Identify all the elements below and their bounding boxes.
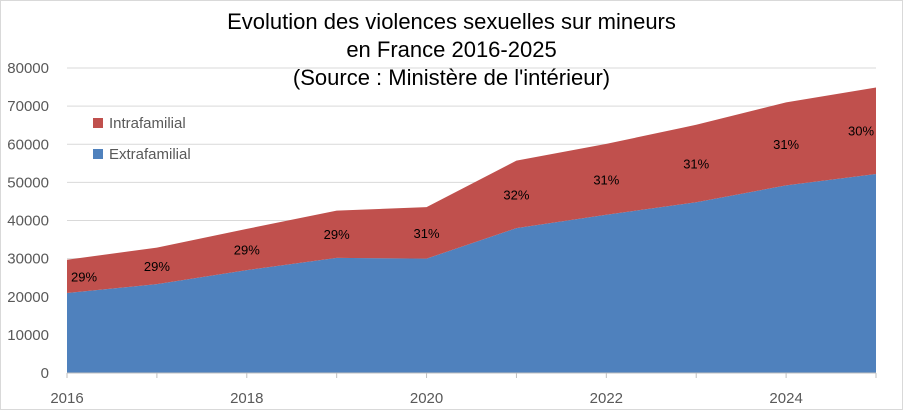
x-tick-label: 2016: [50, 390, 83, 407]
chart-title-line-1: Evolution des violences sexuelles sur mi…: [227, 9, 676, 34]
data-label: 31%: [593, 172, 619, 187]
data-label: 31%: [414, 226, 440, 241]
area-intrafamilial: [67, 87, 876, 293]
data-label: 32%: [503, 187, 529, 202]
y-tick-label: 30000: [7, 251, 49, 268]
y-tick-label: 10000: [7, 327, 49, 344]
y-tick-label: 20000: [7, 289, 49, 306]
data-label: 30%: [848, 124, 874, 139]
y-tick-label: 70000: [7, 98, 49, 115]
data-label: 29%: [234, 242, 260, 257]
chart-title-line-3: (Source : Ministère de l'intérieur): [292, 65, 611, 90]
legend-label-extrafamilial: Extrafamilial: [109, 146, 191, 163]
data-label: 29%: [71, 269, 97, 284]
y-tick-label: 80000: [7, 60, 49, 77]
legend-swatch-extrafamilial: [93, 149, 103, 159]
y-tick-label: 60000: [7, 136, 49, 153]
chart-title: Evolution des violences sexuelles sur mi…: [0, 8, 903, 92]
x-tick-label: 2024: [769, 390, 802, 407]
legend-swatch-intrafamilial: [93, 118, 103, 128]
area-extrafamilial: [67, 173, 876, 373]
data-label: 29%: [324, 227, 350, 242]
data-label: 29%: [144, 259, 170, 274]
x-tick-label: 2018: [230, 390, 263, 407]
x-tick-label: 2022: [590, 390, 623, 407]
chart-title-line-2: en France 2016-2025: [346, 37, 557, 62]
y-tick-label: 50000: [7, 174, 49, 191]
data-label: 31%: [683, 157, 709, 172]
x-tick-label: 2020: [410, 390, 443, 407]
data-label: 31%: [773, 137, 799, 152]
y-tick-label: 40000: [7, 213, 49, 230]
y-tick-label: 0: [41, 365, 49, 382]
legend-label-intrafamilial: Intrafamilial: [109, 115, 186, 132]
